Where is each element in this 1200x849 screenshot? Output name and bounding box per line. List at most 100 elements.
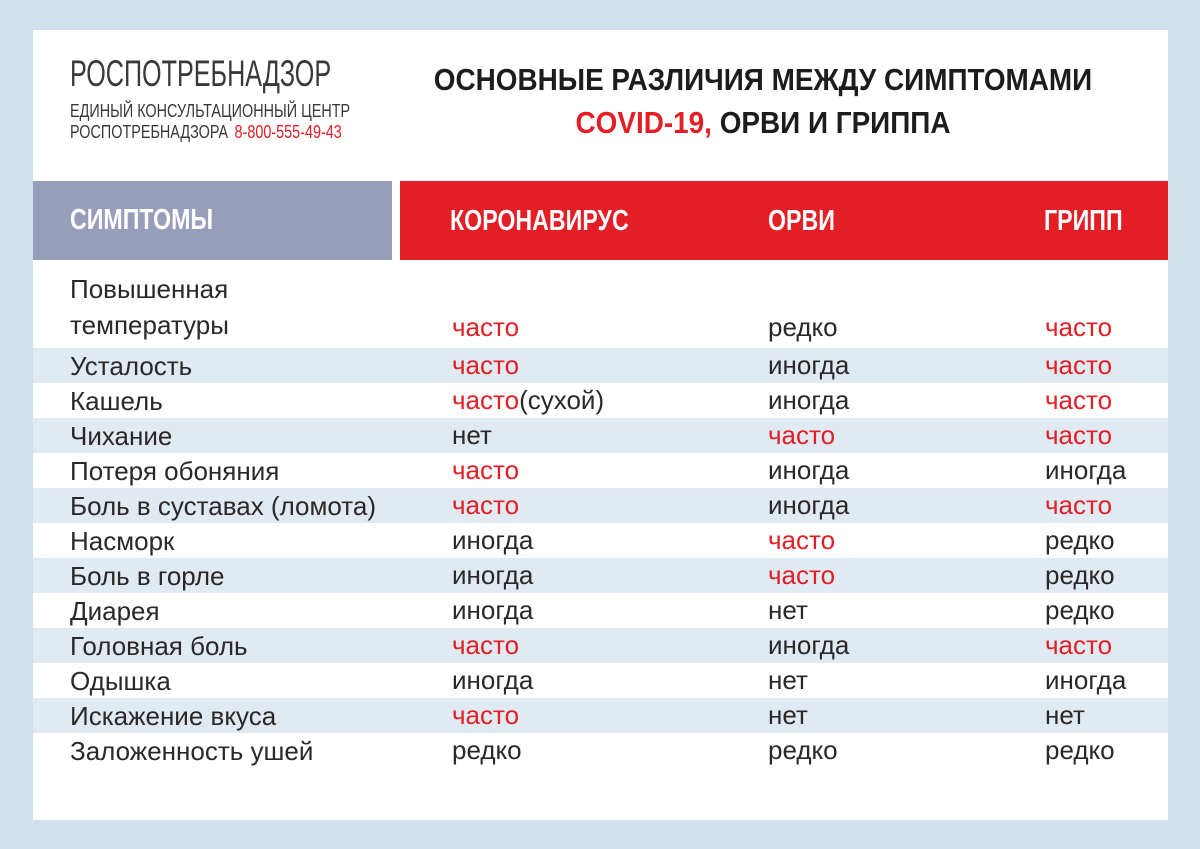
symptom-label: Чихание — [70, 420, 173, 451]
logo-title: РОСПОТРЕБНАДЗОР — [70, 53, 332, 94]
flu-value: иногда — [1045, 455, 1168, 486]
frequency-value: редко — [1045, 560, 1115, 590]
frequency-value: нет — [768, 665, 808, 695]
orvi-value: нет — [768, 665, 1045, 696]
orvi-value: часто — [768, 420, 1045, 451]
frequency-value: иногда — [768, 630, 850, 660]
frequency-value: иногда — [1045, 665, 1127, 695]
frequency-value-emphasis: часто — [1045, 630, 1113, 660]
frequency-value-emphasis: часто — [1045, 490, 1113, 520]
table-row: Одышка иногда нет иногда — [33, 663, 1168, 698]
poster-title-line1: ОСНОВНЫЕ РАЗЛИЧИЯ МЕЖДУ СИМПТОМАМИ — [433, 62, 1093, 97]
frequency-value: редко — [1045, 735, 1115, 765]
frequency-value: иногда — [1045, 455, 1127, 485]
logo-subtitle-line2-text: РОСПОТРЕБНАДЗОРА — [70, 122, 229, 142]
orvi-value: иногда — [768, 350, 1045, 381]
diseases-header-cell: КОРОНАВИРУС ОРВИ ГРИПП — [400, 181, 1168, 260]
frequency-value-emphasis: часто — [1045, 350, 1113, 380]
frequency-value-emphasis: часто — [1045, 420, 1113, 450]
coronavirus-header-label: КОРОНАВИРУС — [450, 204, 629, 237]
frequency-value-emphasis: часто — [452, 385, 520, 415]
frequency-value: иногда — [452, 525, 534, 555]
frequency-value-emphasis: часто — [452, 455, 520, 485]
flu-value: редко — [1045, 525, 1168, 556]
frequency-value: нет — [452, 420, 492, 450]
rospotrebnadzor-logo: РОСПОТРЕБНАДЗОР ЕДИНЫЙ КОНСУЛЬТАЦИОННЫЙ … — [70, 52, 454, 143]
frequency-value: иногда — [768, 350, 850, 380]
orvi-value: нет — [768, 595, 1045, 626]
frequency-value: нет — [768, 700, 808, 730]
coronavirus-value: часто — [452, 350, 768, 381]
frequency-value-emphasis: часто — [768, 560, 836, 590]
frequency-value-emphasis: часто — [452, 700, 520, 730]
frequency-value-emphasis: часто — [1045, 312, 1113, 342]
coronavirus-value: часто — [452, 490, 768, 521]
frequency-value: редко — [768, 312, 838, 342]
frequency-value-emphasis: часто — [452, 630, 520, 660]
frequency-value-emphasis: часто — [768, 420, 836, 450]
table-row: Головная боль часто иногда часто — [33, 628, 1168, 663]
orvi-value: нет — [768, 700, 1045, 731]
symptom-label: Боль в горле — [70, 560, 225, 591]
flu-value: часто — [1045, 350, 1168, 381]
symptom-label: Искажение вкуса — [70, 700, 277, 731]
frequency-value: иногда — [768, 455, 850, 485]
frequency-value-emphasis: часто — [452, 490, 520, 520]
symptom-label: Боль в суставах (ломота) — [70, 490, 376, 521]
coronavirus-value: нет — [452, 420, 768, 451]
symptoms-header-cell: СИМПТОМЫ — [33, 181, 392, 260]
coronavirus-value: иногда — [452, 525, 768, 556]
poster-title-line2-rest: ОРВИ И ГРИППА — [711, 105, 951, 140]
flu-value: часто — [1045, 420, 1168, 451]
coronavirus-value: часто(сухой) — [452, 385, 768, 416]
flu-value: редко — [1045, 735, 1168, 766]
frequency-value-emphasis: часто — [452, 350, 520, 380]
logo-subtitle-line1: ЕДИНЫЙ КОНСУЛЬТАЦИОННЫЙ ЦЕНТР — [70, 101, 351, 121]
frequency-value: (сухой) — [519, 385, 605, 415]
orvi-value: иногда — [768, 455, 1045, 486]
orvi-value: иногда — [768, 385, 1045, 416]
poster-title: ОСНОВНЫЕ РАЗЛИЧИЯ МЕЖДУ СИМПТОМАМИ COVID… — [363, 58, 1163, 144]
flu-value: редко — [1045, 595, 1168, 626]
coronavirus-value: часто — [452, 700, 768, 731]
frequency-value: иногда — [452, 665, 534, 695]
coronavirus-value: иногда — [452, 560, 768, 591]
frequency-value: нет — [1045, 700, 1085, 730]
orvi-value: редко — [768, 312, 1045, 348]
flu-value: часто — [1045, 490, 1168, 521]
symptom-label: Повышенная температуры — [70, 274, 229, 340]
flu-value: иногда — [1045, 665, 1168, 696]
hotline-phone-number: 8-800-555-49-43 — [234, 122, 342, 142]
flu-value: нет — [1045, 700, 1168, 731]
frequency-value: иногда — [768, 385, 850, 415]
symptom-label: Диарея — [70, 595, 160, 626]
frequency-value-emphasis: часто — [1045, 385, 1113, 415]
frequency-value: иногда — [452, 595, 534, 625]
orvi-value: редко — [768, 735, 1045, 766]
coronavirus-value: иногда — [452, 665, 768, 696]
frequency-value: иногда — [768, 490, 850, 520]
table-row: Диарея иногда нет редко — [33, 593, 1168, 628]
logo-subtitle-line2: РОСПОТРЕБНАДЗОРА 8-800-555-49-43 — [70, 122, 377, 143]
frequency-value: редко — [452, 735, 522, 765]
flu-value: часто — [1045, 385, 1168, 416]
frequency-value-emphasis: часто — [452, 312, 520, 342]
table-body: Повышенная температуры часто редко часто … — [33, 265, 1168, 768]
frequency-value: нет — [768, 595, 808, 625]
table-row: Усталость часто иногда часто — [33, 348, 1168, 383]
symptom-label: Заложенность ушей — [70, 735, 314, 766]
table-row: Повышенная температуры часто редко часто — [33, 265, 1168, 348]
symptom-label: Насморк — [70, 525, 175, 556]
coronavirus-value: часто — [452, 455, 768, 486]
table-header: СИМПТОМЫ КОРОНАВИРУС ОРВИ ГРИПП — [33, 181, 1168, 260]
table-row: Заложенность ушей редко редко редко — [33, 733, 1168, 768]
flu-header-label: ГРИПП — [1044, 204, 1123, 237]
table-row: Насморк иногда часто редко — [33, 523, 1168, 558]
covid-19-highlight: COVID-19, — [575, 105, 712, 140]
coronavirus-value: иногда — [452, 595, 768, 626]
symptom-label: Одышка — [70, 665, 171, 696]
coronavirus-value: часто — [452, 630, 768, 661]
orvi-value: часто — [768, 525, 1045, 556]
orvi-value: иногда — [768, 490, 1045, 521]
